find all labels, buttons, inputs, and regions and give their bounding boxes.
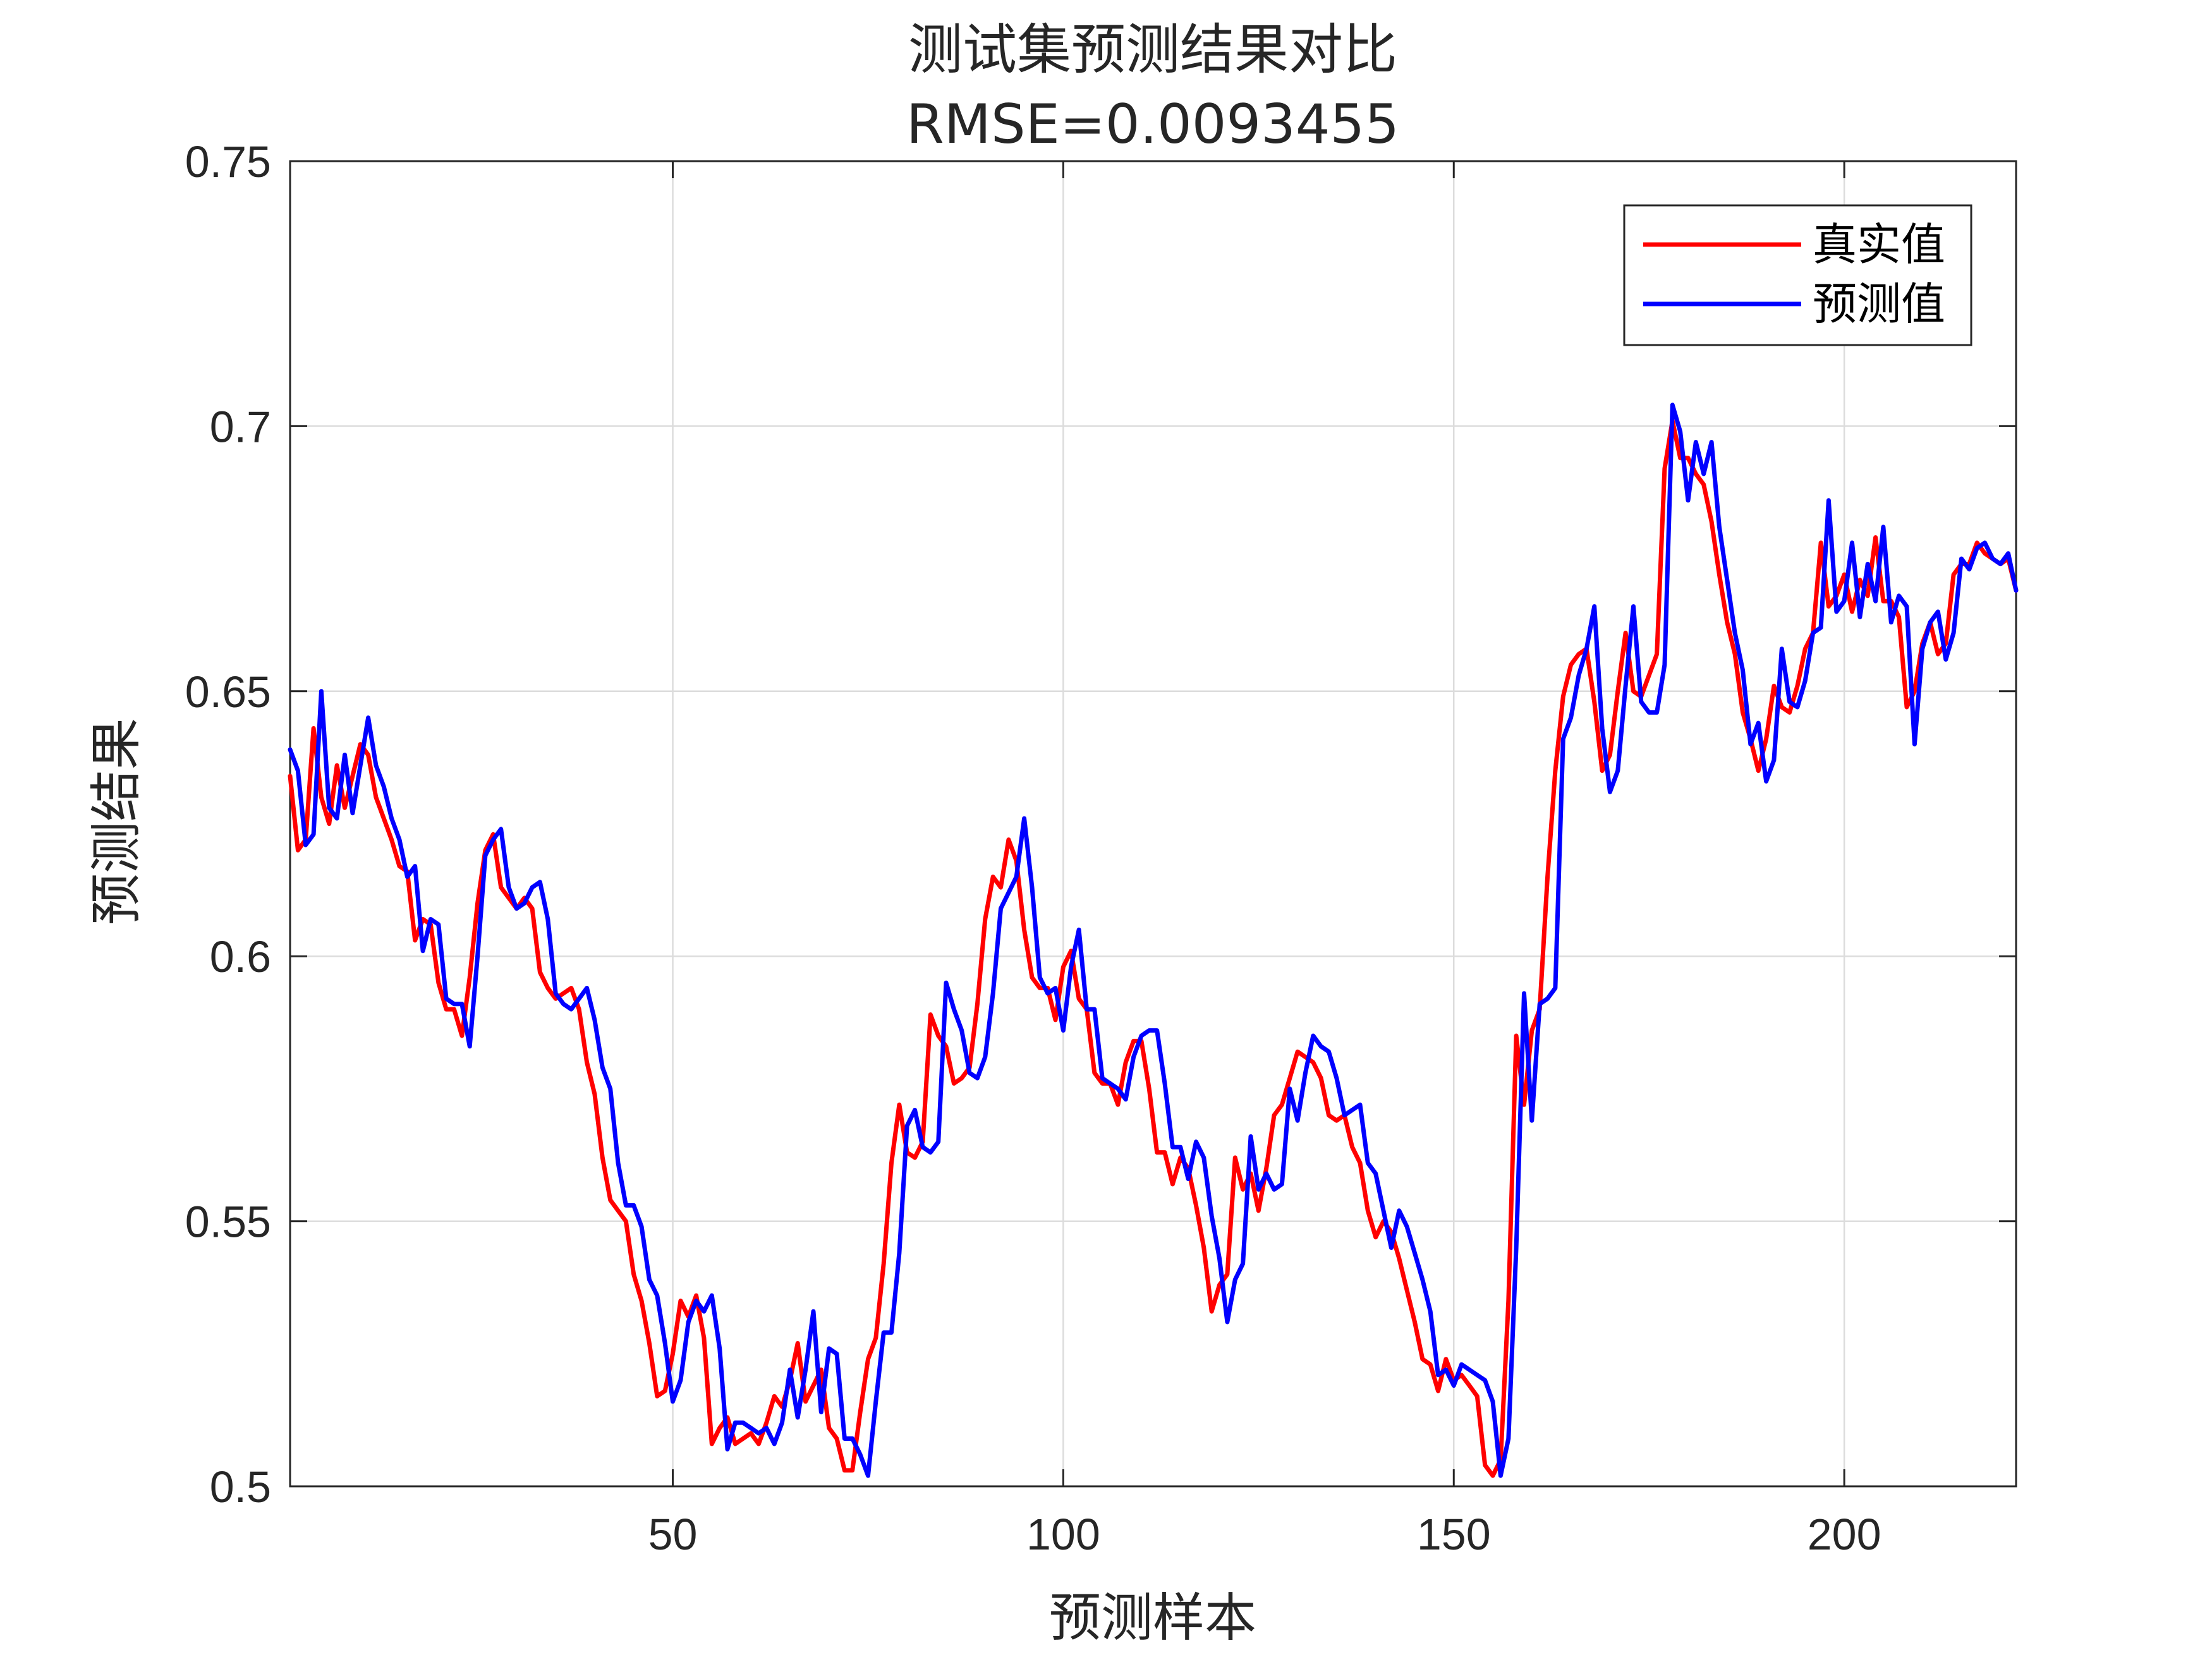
y-tick-label: 0.55 <box>185 1198 271 1247</box>
y-tick-label: 0.65 <box>185 667 271 717</box>
plot-area-frame <box>289 160 2017 1488</box>
y-tick-label: 0.5 <box>210 1462 271 1512</box>
y-tick-label: 0.75 <box>185 137 271 186</box>
x-axis-title: 预测样本 <box>1049 1588 1256 1648</box>
grid-lines <box>290 161 2016 1486</box>
chart-title: 测试集预测结果对比 <box>908 18 1397 82</box>
legend-box <box>1623 204 1972 346</box>
legend-label-true: 真实值 <box>1813 219 1945 270</box>
legend: 真实值 预测值 <box>1623 204 1972 346</box>
y-axis-title: 预测结果 <box>87 718 147 925</box>
x-tick-label: 150 <box>1417 1510 1491 1559</box>
x-tick-label: 200 <box>1808 1510 1881 1559</box>
y-tick-label: 0.7 <box>210 402 271 451</box>
legend-label-predicted: 预测值 <box>1813 278 1945 330</box>
series-line-true <box>288 418 2019 1478</box>
series-line-predicted <box>288 403 2019 1478</box>
x-tick-label: 50 <box>648 1510 698 1559</box>
chart-subtitle-rmse: RMSE=0.0093455 <box>906 93 1399 156</box>
series-lines <box>288 403 2019 1478</box>
axis-ticks: 50 100 150 200 0.5 0.55 0.6 0.65 0.7 0.75 <box>185 137 2016 1559</box>
x-tick-label: 100 <box>1026 1510 1100 1559</box>
y-tick-label: 0.6 <box>210 932 271 981</box>
